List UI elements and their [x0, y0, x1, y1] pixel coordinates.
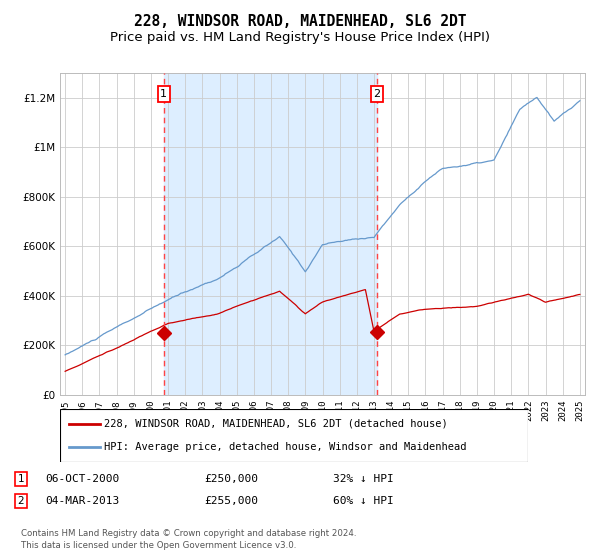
Text: 60% ↓ HPI: 60% ↓ HPI — [333, 496, 394, 506]
Text: 228, WINDSOR ROAD, MAIDENHEAD, SL6 2DT: 228, WINDSOR ROAD, MAIDENHEAD, SL6 2DT — [134, 14, 466, 29]
Text: 2: 2 — [373, 88, 380, 99]
Text: HPI: Average price, detached house, Windsor and Maidenhead: HPI: Average price, detached house, Wind… — [104, 442, 467, 452]
Text: £255,000: £255,000 — [204, 496, 258, 506]
Text: 1: 1 — [17, 474, 25, 484]
FancyBboxPatch shape — [60, 409, 528, 462]
Text: 228, WINDSOR ROAD, MAIDENHEAD, SL6 2DT (detached house): 228, WINDSOR ROAD, MAIDENHEAD, SL6 2DT (… — [104, 419, 448, 429]
Text: This data is licensed under the Open Government Licence v3.0.: This data is licensed under the Open Gov… — [21, 542, 296, 550]
Text: Contains HM Land Registry data © Crown copyright and database right 2024.: Contains HM Land Registry data © Crown c… — [21, 529, 356, 538]
Bar — [164, 73, 377, 395]
Text: 06-OCT-2000: 06-OCT-2000 — [45, 474, 119, 484]
Text: 1: 1 — [160, 88, 167, 99]
Text: £250,000: £250,000 — [204, 474, 258, 484]
Text: 2: 2 — [17, 496, 25, 506]
Text: Price paid vs. HM Land Registry's House Price Index (HPI): Price paid vs. HM Land Registry's House … — [110, 31, 490, 44]
Text: 32% ↓ HPI: 32% ↓ HPI — [333, 474, 394, 484]
Text: 04-MAR-2013: 04-MAR-2013 — [45, 496, 119, 506]
